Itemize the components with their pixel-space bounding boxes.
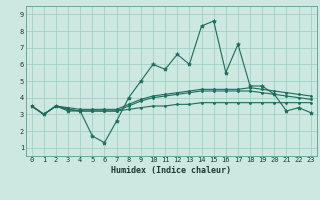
X-axis label: Humidex (Indice chaleur): Humidex (Indice chaleur) [111,166,231,175]
